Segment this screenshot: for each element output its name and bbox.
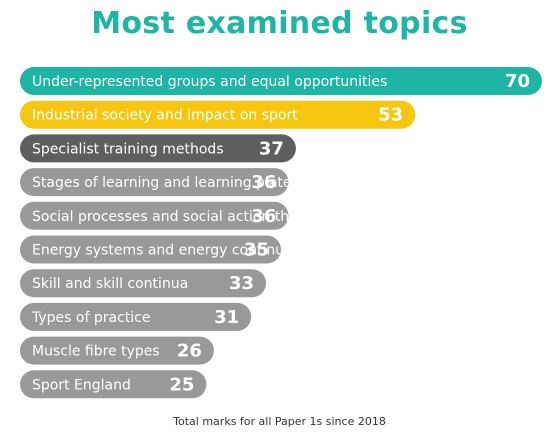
bar-category-label: Skill and skill continua — [32, 276, 188, 292]
bar-category-label: Stages of learning and learning plateau — [32, 175, 309, 191]
bar-value-label: 35 — [244, 240, 269, 261]
bar-category-label: Sport England — [32, 377, 131, 393]
bar — [20, 134, 296, 163]
bar — [20, 100, 416, 129]
bar — [20, 235, 281, 264]
bar-value-label: 31 — [214, 307, 239, 328]
bar-value-label: 36 — [251, 206, 276, 227]
bar-value-label: 53 — [378, 105, 403, 126]
bar-value-label: 70 — [505, 71, 530, 92]
bar-value-label: 36 — [251, 172, 276, 193]
bar-value-label: 33 — [229, 273, 254, 294]
bar-value-label: 25 — [169, 374, 194, 395]
bar — [20, 201, 289, 230]
bar — [20, 67, 542, 95]
bar-value-label: 37 — [259, 138, 284, 159]
bar-category-label: Types of practice — [31, 310, 150, 326]
bar-row: Muscle fibre types 26 — [20, 336, 214, 365]
bar — [20, 302, 252, 331]
bar-category-label: Specialist training methods — [32, 141, 224, 157]
bar-row: Skill and skill continua 33 — [20, 269, 267, 298]
chart-footnote: Total marks for all Paper 1s since 2018 — [173, 415, 386, 428]
bar-row: Under-represented groups and equal oppor… — [20, 67, 542, 95]
bar-category-label: Industrial society and impact on sport — [32, 108, 298, 124]
bar-row: Social processes and social action theor… — [20, 201, 320, 230]
bar-row: Specialist training methods 37 — [20, 134, 296, 163]
bar-category-label: Under-represented groups and equal oppor… — [32, 74, 387, 90]
bar-category-label: Energy systems and energy continuum — [32, 243, 307, 259]
bar-category-label: Muscle fibre types — [32, 344, 160, 360]
bar-row: Sport England 25 — [20, 370, 207, 399]
bar — [20, 336, 214, 365]
bar-value-label: 26 — [177, 341, 202, 362]
chart-title: Most examined topics — [91, 6, 468, 41]
bar — [20, 370, 207, 399]
bar-category-label: Social processes and social action theor… — [32, 209, 320, 225]
bar-row: Industrial society and impact on sport 53 — [20, 100, 416, 129]
bar — [20, 269, 267, 298]
bar-row: Stages of learning and learning plateau3… — [20, 168, 309, 197]
bar — [20, 168, 289, 197]
bar-row: Types of practice 31 — [20, 302, 252, 331]
